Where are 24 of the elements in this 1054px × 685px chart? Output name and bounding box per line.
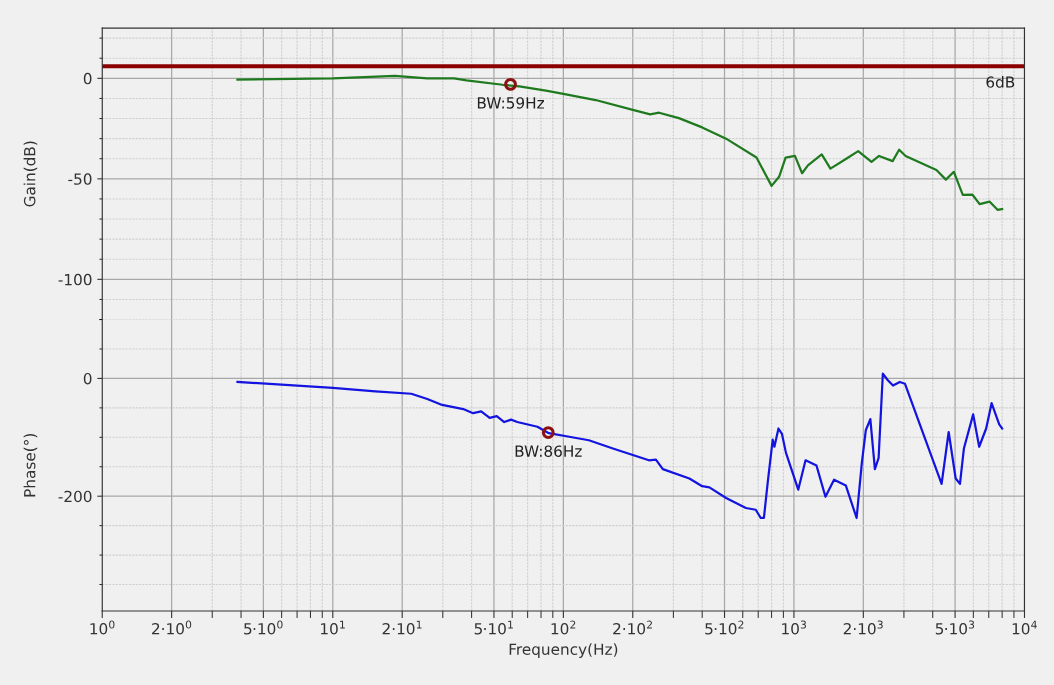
x-tick-label: 5·10$^{0}$ [244,620,283,635]
x-tick-label: 5·10$^{2}$ [705,620,744,635]
x-tick-label: 2·10$^{1}$ [382,620,422,635]
annotation: BW:59Hz [477,97,544,109]
x-tick-label: 2·10$^{0}$ [152,620,192,635]
x-axis-title: Frequency(Hz) [509,643,618,658]
x-tick-label: 5·10$^{1}$ [474,620,513,635]
y-axis-title: Phase(°) [23,434,38,497]
y-tick-label: 0 [83,72,92,85]
x-tick-label: 10$^{1}$ [321,620,345,635]
x-tick-label: 10$^{0}$ [90,620,115,635]
x-tick-label: 10$^{2}$ [551,620,576,635]
ref-line-label: 6dB [986,76,1015,88]
x-tick-label: 2·10$^{3}$ [843,620,883,635]
y-tick-label: 0 [83,372,92,385]
x-tick-label: 10$^{3}$ [782,620,807,635]
x-tick-label: 2·10$^{2}$ [613,620,652,635]
y-axis-title: Gain(dB) [23,141,38,207]
annotation: BW:86Hz [515,445,582,457]
y-tick-label: -200 [58,490,92,503]
y-tick-label: -100 [58,273,92,286]
x-tick-label: 10$^{4}$ [1012,620,1037,635]
x-tick-label: 5·10$^{3}$ [935,620,975,635]
y-tick-label: -50 [68,173,92,185]
